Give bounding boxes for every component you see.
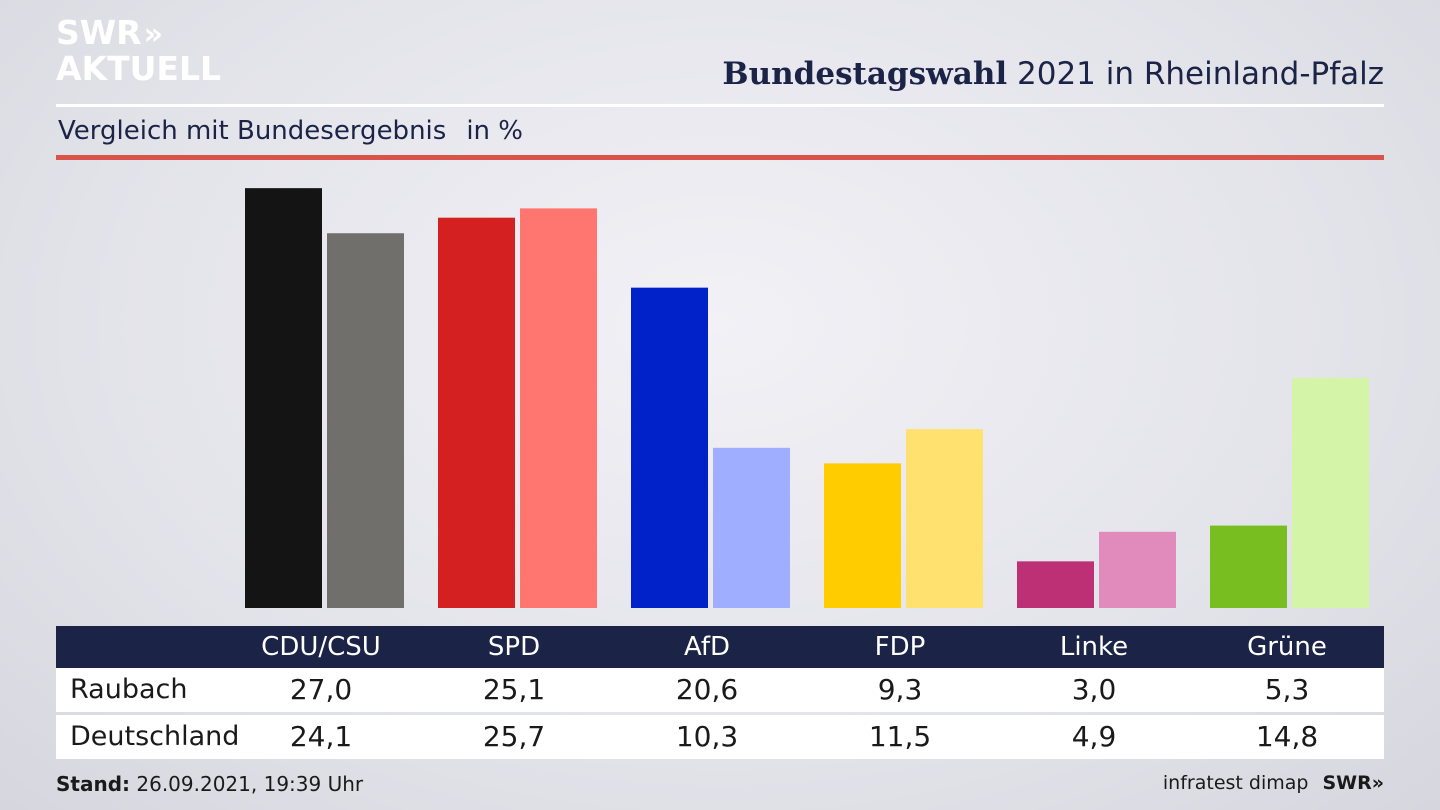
unit-label: in % [466, 116, 523, 146]
data-label: 4,9 [1071, 720, 1117, 753]
data-label: 20,6 [675, 673, 739, 706]
bar-afd-deutschland [713, 447, 790, 608]
title-divider [56, 104, 1384, 107]
table-header: CDU/CSU SPD AfD FDP Linke Grüne [56, 626, 1384, 668]
category-label: Grüne [1247, 632, 1327, 662]
table-row-deutschland: Deutschland 24,1 25,7 10,3 11,5 4,9 14,8 [56, 715, 1384, 759]
bar-gr-ne-deutschland [1292, 377, 1369, 608]
bar-gr-ne-raubach [1210, 525, 1287, 608]
timestamp: Stand: 26.09.2021, 19:39 Uhr [56, 772, 364, 796]
source-credit: infratest dimap SWR» [1162, 772, 1384, 794]
bar-spd-raubach [438, 217, 515, 608]
bar-fdp-deutschland [906, 429, 983, 608]
data-label: 25,1 [482, 673, 546, 706]
category-label: SPD [487, 632, 541, 662]
swr-brand: SWR» [1322, 772, 1384, 794]
results-table: CDU/CSU SPD AfD FDP Linke Grüne Raubach 27,0 2… [56, 626, 1384, 759]
swr-aktuell-logo: SWR» AKTUELL [56, 13, 222, 88]
data-label: 24,1 [289, 720, 353, 753]
data-label: 9,3 [877, 673, 923, 706]
chart-title: Bundestagswahl 2021 in Rheinland-Pfalz [722, 56, 1384, 92]
category-label: AfD [683, 632, 731, 662]
table-row-raubach: Raubach 27,0 25,1 20,6 9,3 3,0 5,3 [56, 668, 1384, 712]
data-label: 10,3 [675, 720, 739, 753]
bar-afd-raubach [631, 287, 708, 608]
bar-cdu-csu-deutschland [327, 233, 404, 608]
row-label: Raubach [70, 674, 188, 705]
category-label: FDP [874, 632, 926, 662]
subtitle-divider [56, 155, 1384, 160]
data-label: 11,5 [868, 720, 932, 753]
bar-linke-raubach [1017, 561, 1094, 608]
data-label: 14,8 [1255, 720, 1319, 753]
category-label: Linke [1059, 632, 1129, 662]
bar-cdu-csu-raubach [245, 188, 322, 608]
bar-spd-deutschland [520, 208, 597, 609]
data-label: 25,7 [482, 720, 546, 753]
data-label: 3,0 [1071, 673, 1117, 706]
data-label: 5,3 [1264, 673, 1310, 706]
bar-fdp-raubach [824, 463, 901, 608]
chart-subtitle: Vergleich mit Bundesergebnis in % [58, 116, 523, 146]
category-label: CDU/CSU [261, 632, 381, 662]
bar-linke-deutschland [1099, 531, 1176, 608]
data-label: 27,0 [289, 673, 353, 706]
row-label: Deutschland [70, 721, 240, 752]
